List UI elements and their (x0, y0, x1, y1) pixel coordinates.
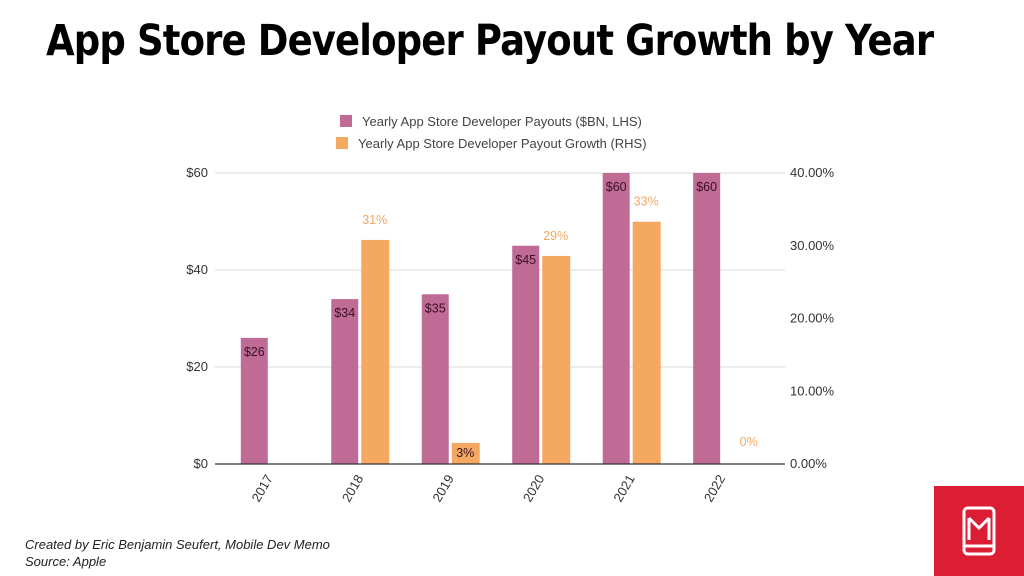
footer-credit: Created by Eric Benjamin Seufert, Mobile… (25, 537, 330, 552)
page-title: App Store Developer Payout Growth by Yea… (46, 16, 934, 66)
data-label-growth: 33% (634, 195, 659, 209)
data-label-payouts: $35 (425, 301, 446, 315)
x-axis-tick-label: 2018 (339, 472, 366, 505)
data-label-payouts: $26 (244, 345, 265, 359)
data-label-growth: 0% (740, 435, 758, 449)
legend-item-growth: Yearly App Store Developer Payout Growth… (336, 132, 700, 154)
bar-payouts (240, 337, 268, 464)
right-axis-tick-label: 30.00% (790, 238, 835, 253)
data-label-payouts: $60 (696, 180, 717, 194)
left-axis-tick-label: $20 (186, 359, 208, 374)
legend-item-payouts: Yearly App Store Developer Payouts ($BN,… (340, 110, 700, 132)
mobile-phone-m-icon (962, 506, 996, 556)
right-axis-tick-label: 10.00% (790, 383, 835, 398)
left-axis-tick-label: $40 (186, 262, 208, 277)
right-axis-tick-label: 0.00% (790, 456, 827, 471)
data-label-growth: 31% (362, 213, 387, 227)
chart-legend: Yearly App Store Developer Payouts ($BN,… (336, 110, 700, 154)
data-label-growth: 29% (543, 229, 568, 243)
bar-growth (632, 221, 661, 464)
legend-label-growth: Yearly App Store Developer Payout Growth… (358, 135, 647, 151)
bar-payouts (421, 294, 449, 464)
left-axis-tick-label: $60 (186, 165, 208, 180)
bar-payouts (331, 299, 359, 464)
bar-payouts (602, 173, 630, 464)
data-label-payouts: $45 (515, 253, 536, 267)
left-axis-tick-label: $0 (194, 456, 208, 471)
bar-growth (451, 442, 480, 464)
data-label-payouts: $60 (606, 180, 627, 194)
x-axis-tick-label: 2022 (701, 472, 728, 505)
legend-label-payouts: Yearly App Store Developer Payouts ($BN,… (362, 113, 642, 129)
legend-swatch-payouts (340, 115, 352, 127)
bar-growth (361, 239, 390, 464)
x-axis-tick-label: 2017 (248, 472, 275, 505)
footer: Created by Eric Benjamin Seufert, Mobile… (25, 536, 330, 570)
data-label-payouts: $34 (334, 306, 355, 320)
brand-logo (934, 486, 1024, 576)
legend-swatch-growth (336, 137, 348, 149)
bar-growth (542, 255, 571, 464)
bar-payouts (693, 173, 721, 464)
right-axis-tick-label: 40.00% (790, 165, 835, 180)
x-axis-tick-label: 2021 (610, 472, 637, 505)
right-axis-tick-label: 20.00% (790, 311, 835, 326)
x-axis-tick-label: 2020 (520, 472, 547, 505)
data-label-growth: 3% (456, 446, 474, 460)
bar-payouts (512, 245, 540, 464)
x-axis-tick-label: 2019 (429, 472, 456, 505)
footer-source: Source: Apple (25, 554, 107, 569)
